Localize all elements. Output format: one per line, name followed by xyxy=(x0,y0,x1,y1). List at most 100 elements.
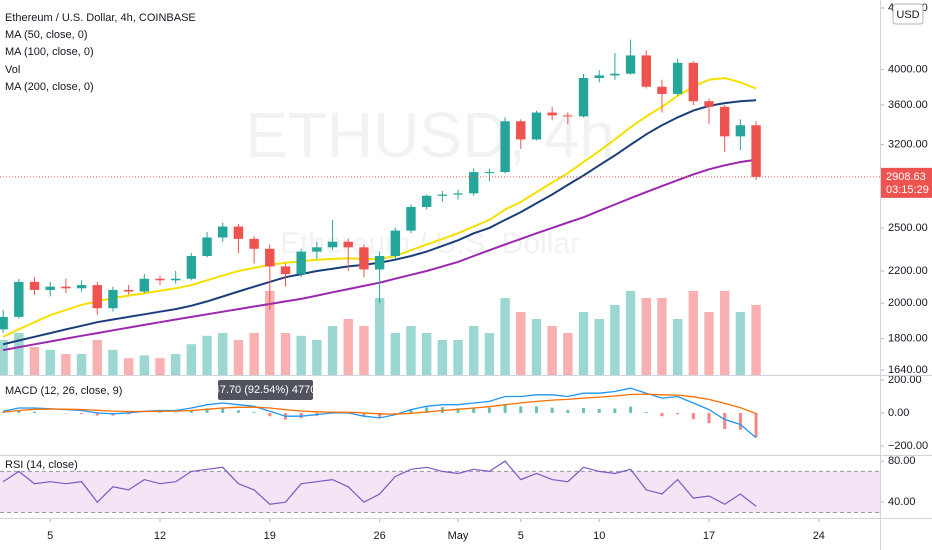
volume-bar xyxy=(484,333,495,375)
y-tick-label: 40.00 xyxy=(888,496,916,508)
histogram-bar xyxy=(17,410,21,413)
candle-body xyxy=(390,230,400,257)
histogram-bar xyxy=(205,408,209,413)
histogram-bar xyxy=(676,412,680,415)
histogram-bar xyxy=(95,412,99,416)
y-tick-label: 3600.00 xyxy=(888,99,928,111)
volume-bar xyxy=(170,354,181,375)
volume-bar xyxy=(610,305,620,375)
candle-body xyxy=(202,237,212,257)
volume-bar xyxy=(469,326,479,375)
histogram-bar xyxy=(127,412,131,415)
x-tick-label: May xyxy=(448,530,469,542)
histogram-bar xyxy=(221,407,225,413)
candle-body xyxy=(29,281,40,290)
candle-body xyxy=(657,86,667,94)
histogram-bar xyxy=(613,408,617,413)
histogram-bar xyxy=(519,406,523,413)
volume-bar xyxy=(594,319,604,375)
y-tick-label: 0.00 xyxy=(888,407,909,419)
y-tick-label: 1640.00 xyxy=(888,364,928,376)
x-tick-label: 26 xyxy=(373,530,385,542)
histogram-bar xyxy=(487,407,491,413)
legend-entry: MA (100, close, 0) xyxy=(5,46,94,58)
candle-body xyxy=(92,285,102,309)
y-tick-label: 200.00 xyxy=(888,374,922,386)
candle-body xyxy=(374,256,385,270)
volume-bar xyxy=(280,333,291,375)
y-tick-label: 80.00 xyxy=(888,455,916,467)
x-tick-label: 19 xyxy=(264,530,276,542)
volume-bar xyxy=(657,298,667,375)
candle-body xyxy=(672,62,683,94)
y-tick-label: 2000.00 xyxy=(888,297,928,309)
currency[interactable]: USD xyxy=(896,9,919,21)
candle-body xyxy=(312,247,322,252)
histogram-bar xyxy=(362,412,366,417)
volume-bar xyxy=(312,340,322,375)
candle-body xyxy=(751,125,761,177)
candle-body xyxy=(421,195,432,207)
candle-body xyxy=(547,112,557,116)
histogram-bar xyxy=(660,412,664,417)
histogram-bar xyxy=(707,412,711,424)
volume-bar xyxy=(76,354,87,375)
histogram-bar xyxy=(582,407,586,413)
y-tick-label: 4000.00 xyxy=(888,63,928,75)
histogram-bar xyxy=(644,411,648,413)
histogram-bar xyxy=(158,412,162,413)
volume-bar xyxy=(437,340,448,375)
candle-body xyxy=(218,226,228,238)
x-tick-label: 17 xyxy=(703,530,715,542)
histogram-bar xyxy=(629,406,633,413)
candle-body xyxy=(280,266,291,275)
volume-bar xyxy=(390,333,400,375)
volume-bar xyxy=(516,312,526,375)
histogram-bar xyxy=(534,406,538,413)
y-tick-label: 2200.00 xyxy=(888,265,928,277)
x-tick-label: 12 xyxy=(154,530,166,542)
candle-body xyxy=(688,62,699,102)
histogram-bar xyxy=(472,407,476,413)
histogram-bar xyxy=(409,409,413,413)
candle-body xyxy=(139,278,150,292)
candle-body xyxy=(484,172,495,174)
volume-bar xyxy=(625,291,636,375)
histogram-bar xyxy=(33,411,37,413)
histogram-bar xyxy=(236,410,240,413)
y-tick-label: 3200.00 xyxy=(888,139,928,151)
volume-bar xyxy=(531,319,542,375)
histogram-bar xyxy=(189,410,193,413)
volume-bar xyxy=(688,291,699,375)
rsi-line xyxy=(2,460,757,507)
candle-body xyxy=(170,278,181,281)
last-price-label: 2908.63 xyxy=(886,171,926,183)
currency-box[interactable] xyxy=(892,3,924,25)
volume-bar xyxy=(61,354,71,375)
candle-body xyxy=(641,55,651,87)
volume-bar xyxy=(641,298,651,375)
candle-body xyxy=(406,206,416,231)
x-tick-label: 5 xyxy=(47,530,53,542)
candle-body xyxy=(265,248,275,267)
volume-bar xyxy=(186,344,197,375)
volume-bar xyxy=(374,298,385,375)
candle-body xyxy=(76,285,87,289)
volume-bar xyxy=(327,326,338,375)
candle-body xyxy=(233,226,244,239)
histogram-bar xyxy=(268,412,272,417)
candle-body xyxy=(61,286,71,289)
y-tick-label: −200.00 xyxy=(888,440,928,452)
candle-body xyxy=(186,256,197,279)
y-tick-label: 2500.00 xyxy=(888,222,928,234)
candle-body xyxy=(296,251,306,275)
volume-bar xyxy=(155,358,165,375)
candle-body xyxy=(516,121,526,140)
candle-body xyxy=(610,73,620,76)
histogram-bar xyxy=(174,412,178,413)
volume-bar xyxy=(14,333,24,375)
histogram-bar xyxy=(738,412,742,430)
candle-body xyxy=(531,112,542,140)
histogram-bar xyxy=(691,412,695,420)
